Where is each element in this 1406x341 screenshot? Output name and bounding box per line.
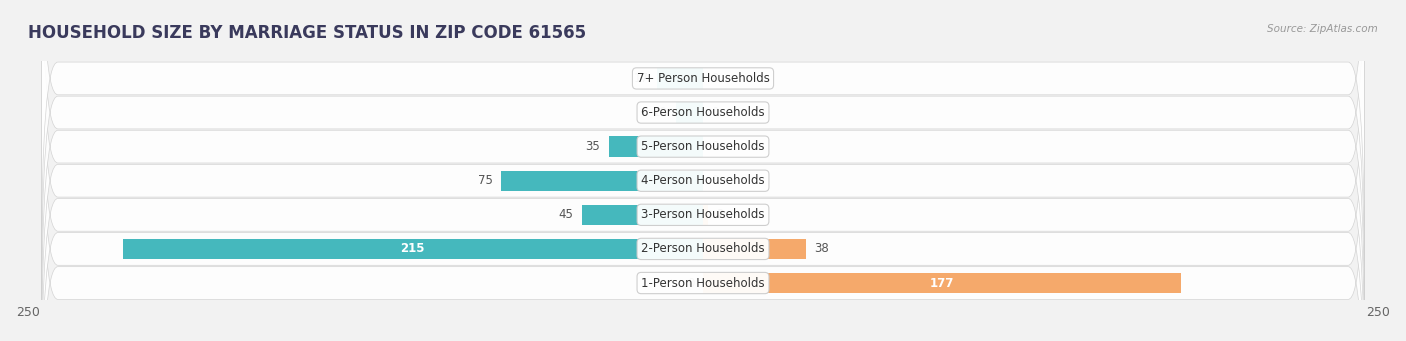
Bar bbox=[122, 239, 703, 259]
Text: 35: 35 bbox=[586, 140, 600, 153]
Text: 5-Person Households: 5-Person Households bbox=[641, 140, 765, 153]
Text: 215: 215 bbox=[401, 242, 425, 255]
Bar bbox=[703, 273, 1181, 293]
Text: 0: 0 bbox=[711, 174, 718, 187]
Bar bbox=[703, 205, 709, 225]
FancyBboxPatch shape bbox=[42, 0, 1364, 341]
FancyBboxPatch shape bbox=[42, 0, 1364, 267]
Text: 17: 17 bbox=[634, 72, 650, 85]
Text: 0: 0 bbox=[711, 140, 718, 153]
Text: 2: 2 bbox=[717, 208, 724, 221]
FancyBboxPatch shape bbox=[42, 0, 1364, 335]
FancyBboxPatch shape bbox=[42, 95, 1364, 341]
Legend: Family, Nonfamily: Family, Nonfamily bbox=[617, 338, 789, 341]
Text: 2-Person Households: 2-Person Households bbox=[641, 242, 765, 255]
Text: 10: 10 bbox=[652, 106, 668, 119]
Text: 38: 38 bbox=[814, 242, 828, 255]
FancyBboxPatch shape bbox=[42, 27, 1364, 341]
Text: 45: 45 bbox=[558, 208, 574, 221]
Bar bbox=[703, 239, 806, 259]
Text: HOUSEHOLD SIZE BY MARRIAGE STATUS IN ZIP CODE 61565: HOUSEHOLD SIZE BY MARRIAGE STATUS IN ZIP… bbox=[28, 24, 586, 42]
Bar bbox=[609, 136, 703, 157]
Text: 0: 0 bbox=[711, 72, 718, 85]
Bar bbox=[501, 170, 703, 191]
Text: Source: ZipAtlas.com: Source: ZipAtlas.com bbox=[1267, 24, 1378, 34]
FancyBboxPatch shape bbox=[42, 61, 1364, 341]
Text: 7+ Person Households: 7+ Person Households bbox=[637, 72, 769, 85]
Text: 0: 0 bbox=[711, 106, 718, 119]
Bar bbox=[657, 68, 703, 89]
Text: 177: 177 bbox=[929, 277, 955, 290]
Text: 3-Person Households: 3-Person Households bbox=[641, 208, 765, 221]
Text: 0: 0 bbox=[688, 277, 695, 290]
Text: 6-Person Households: 6-Person Households bbox=[641, 106, 765, 119]
Bar bbox=[676, 102, 703, 123]
Text: 75: 75 bbox=[478, 174, 492, 187]
FancyBboxPatch shape bbox=[42, 0, 1364, 301]
Text: 4-Person Households: 4-Person Households bbox=[641, 174, 765, 187]
Bar bbox=[582, 205, 703, 225]
Text: 1-Person Households: 1-Person Households bbox=[641, 277, 765, 290]
